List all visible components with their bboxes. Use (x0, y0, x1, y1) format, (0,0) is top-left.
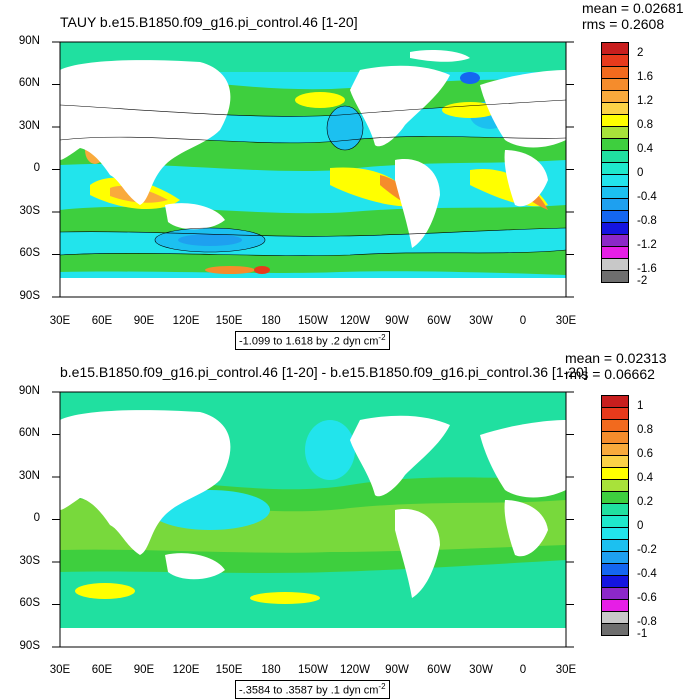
panel2-xtick-label: 120W (339, 664, 371, 676)
panel2-xtick-label: 150E (215, 664, 243, 676)
colorbar-label: -0.4 (637, 568, 657, 580)
colorbar-label: -0.8 (637, 215, 657, 227)
panel1-xtick-label: 120E (172, 315, 200, 327)
colorbar-label: 0.4 (637, 472, 653, 484)
colorbar-label: 1.6 (637, 71, 653, 83)
panel1-xtick-label: 60E (91, 315, 113, 327)
colorbar-label: 0 (637, 520, 644, 532)
panel2-ytick-label: 30N (18, 470, 40, 482)
panel1-ytick-label: 60N (18, 77, 40, 89)
panel1-xtick-label: 30W (469, 315, 493, 327)
panel1-map (52, 41, 574, 298)
colorbar-label: 1.2 (637, 95, 653, 107)
colorbar-label: 0.6 (637, 448, 653, 460)
panel2-xtick-label: 180 (261, 664, 281, 676)
panel1-range-label: -1.099 to 1.618 by .2 dyn cm-2 (235, 331, 390, 350)
panel1-mean: mean = 0.02681 (582, 0, 684, 16)
panel2-ytick-label: 90N (18, 385, 40, 397)
panel2-xtick-label: 90E (133, 664, 155, 676)
panel2-xtick-label: 30E (49, 664, 71, 676)
colorbar-label: -1.6 (637, 263, 657, 275)
colorbar-label: 2 (637, 47, 644, 59)
panel1-colorbar: 2 1.6 1.2 0.8 0.4 0 -0.4 -0.8 -1.2 -1.6 -2 (601, 42, 657, 287)
panel2-xtick-label: 60E (91, 664, 113, 676)
panel2-range-label: -.3584 to .3587 by .1 dyn cm-2 (235, 680, 390, 699)
panel1-xtick-label: 0 (519, 315, 527, 327)
panel2-ytick-label: 90S (19, 640, 40, 652)
panel1-ytick-label: 90S (19, 290, 40, 302)
panel1-xtick-label: 90E (133, 315, 155, 327)
panel2-title: b.e15.B1850.f09_g16.pi_control.46 [1-20]… (60, 364, 588, 380)
panel2-colorbar: 1 0.8 0.6 0.4 0.2 0 -0.2 -0.4 -0.6 -0.8 -1 (601, 395, 657, 640)
colorbar-label: -0.4 (637, 191, 657, 203)
panel2-xtick-label: 30E (555, 664, 577, 676)
panel2-rms: rms = 0.06662 (565, 366, 655, 382)
colorbar-swatch (601, 623, 629, 636)
colorbar-swatch (601, 270, 629, 283)
panel2-ytick-label: 60N (18, 427, 40, 439)
panel2-xtick-label: 60W (427, 664, 451, 676)
panel1-ytick-label: 60S (19, 247, 40, 259)
panel2-mean: mean = 0.02313 (565, 350, 667, 366)
colorbar-label: 0.8 (637, 119, 653, 131)
colorbar-label: 0.8 (637, 424, 653, 436)
panel1-xtick-label: 90W (385, 315, 409, 327)
panel1-xtick-label: 180 (261, 315, 281, 327)
panel2-xtick-label: 150W (297, 664, 329, 676)
panel1-title: TAUY b.e15.B1850.f09_g16.pi_control.46 [… (60, 14, 358, 30)
colorbar-label: -1 (637, 628, 648, 640)
colorbar-label: -0.6 (637, 592, 657, 604)
colorbar-label: 0.2 (637, 496, 653, 508)
panel1-xtick-label: 150E (215, 315, 243, 327)
panel1-rms: rms = 0.2608 (582, 16, 665, 32)
colorbar-label: -0.2 (637, 544, 657, 556)
panel1-xtick-label: 120W (339, 315, 371, 327)
panel1-xtick-label: 60W (427, 315, 451, 327)
panel2-map (52, 391, 574, 648)
colorbar-label: -1.2 (637, 239, 657, 251)
colorbar-label: 0.4 (637, 143, 653, 155)
panel2-xtick-label: 30W (469, 664, 493, 676)
panel1-ytick-label: 90N (18, 35, 40, 47)
panel2-xtick-label: 0 (519, 664, 527, 676)
colorbar-label: -2 (637, 275, 648, 287)
panel1-ytick-label: 0 (33, 162, 40, 174)
colorbar-label: 0 (637, 167, 644, 179)
colorbar-label: -0.8 (637, 616, 657, 628)
panel1-xtick-label: 30E (49, 315, 71, 327)
panel2-ytick-label: 0 (33, 512, 40, 524)
panel1-xtick-label: 30E (555, 315, 577, 327)
panel1-ytick-label: 30S (19, 205, 40, 217)
panel2-ytick-label: 30S (19, 555, 40, 567)
colorbar-label: 1 (637, 400, 644, 412)
panel1-xtick-label: 150W (297, 315, 329, 327)
panel2-ytick-label: 60S (19, 597, 40, 609)
panel1-ytick-label: 30N (18, 120, 40, 132)
panel2-xtick-label: 120E (172, 664, 200, 676)
panel2-xtick-label: 90W (385, 664, 409, 676)
